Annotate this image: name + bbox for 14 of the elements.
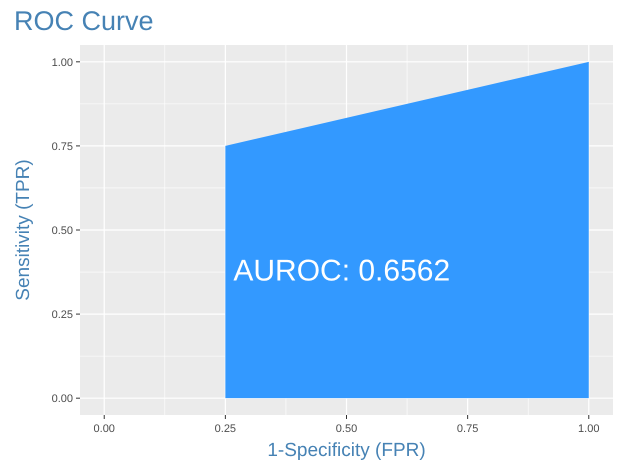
y-tick-label: 0.00 xyxy=(52,393,73,406)
y-tick-label: 1.00 xyxy=(52,56,73,69)
x-tick-label: 1.00 xyxy=(578,423,600,435)
annotation: AUROC: 0.6562 xyxy=(233,254,450,288)
y-axis-title: Sensitivity (TPR) xyxy=(13,159,34,301)
y-tick-label: 0.25 xyxy=(52,309,73,322)
x-tick-label: 0.00 xyxy=(94,423,115,435)
x-tick-label: 0.50 xyxy=(336,423,358,435)
chart-title: ROC Curve xyxy=(14,6,154,36)
x-tick-label: 0.75 xyxy=(456,423,478,435)
x-axis-title: 1-Specificity (FPR) xyxy=(267,440,426,461)
x-tick-label: 0.25 xyxy=(214,423,236,435)
y-tick-label: 0.75 xyxy=(52,140,73,153)
y-tick-label: 0.50 xyxy=(52,225,73,237)
